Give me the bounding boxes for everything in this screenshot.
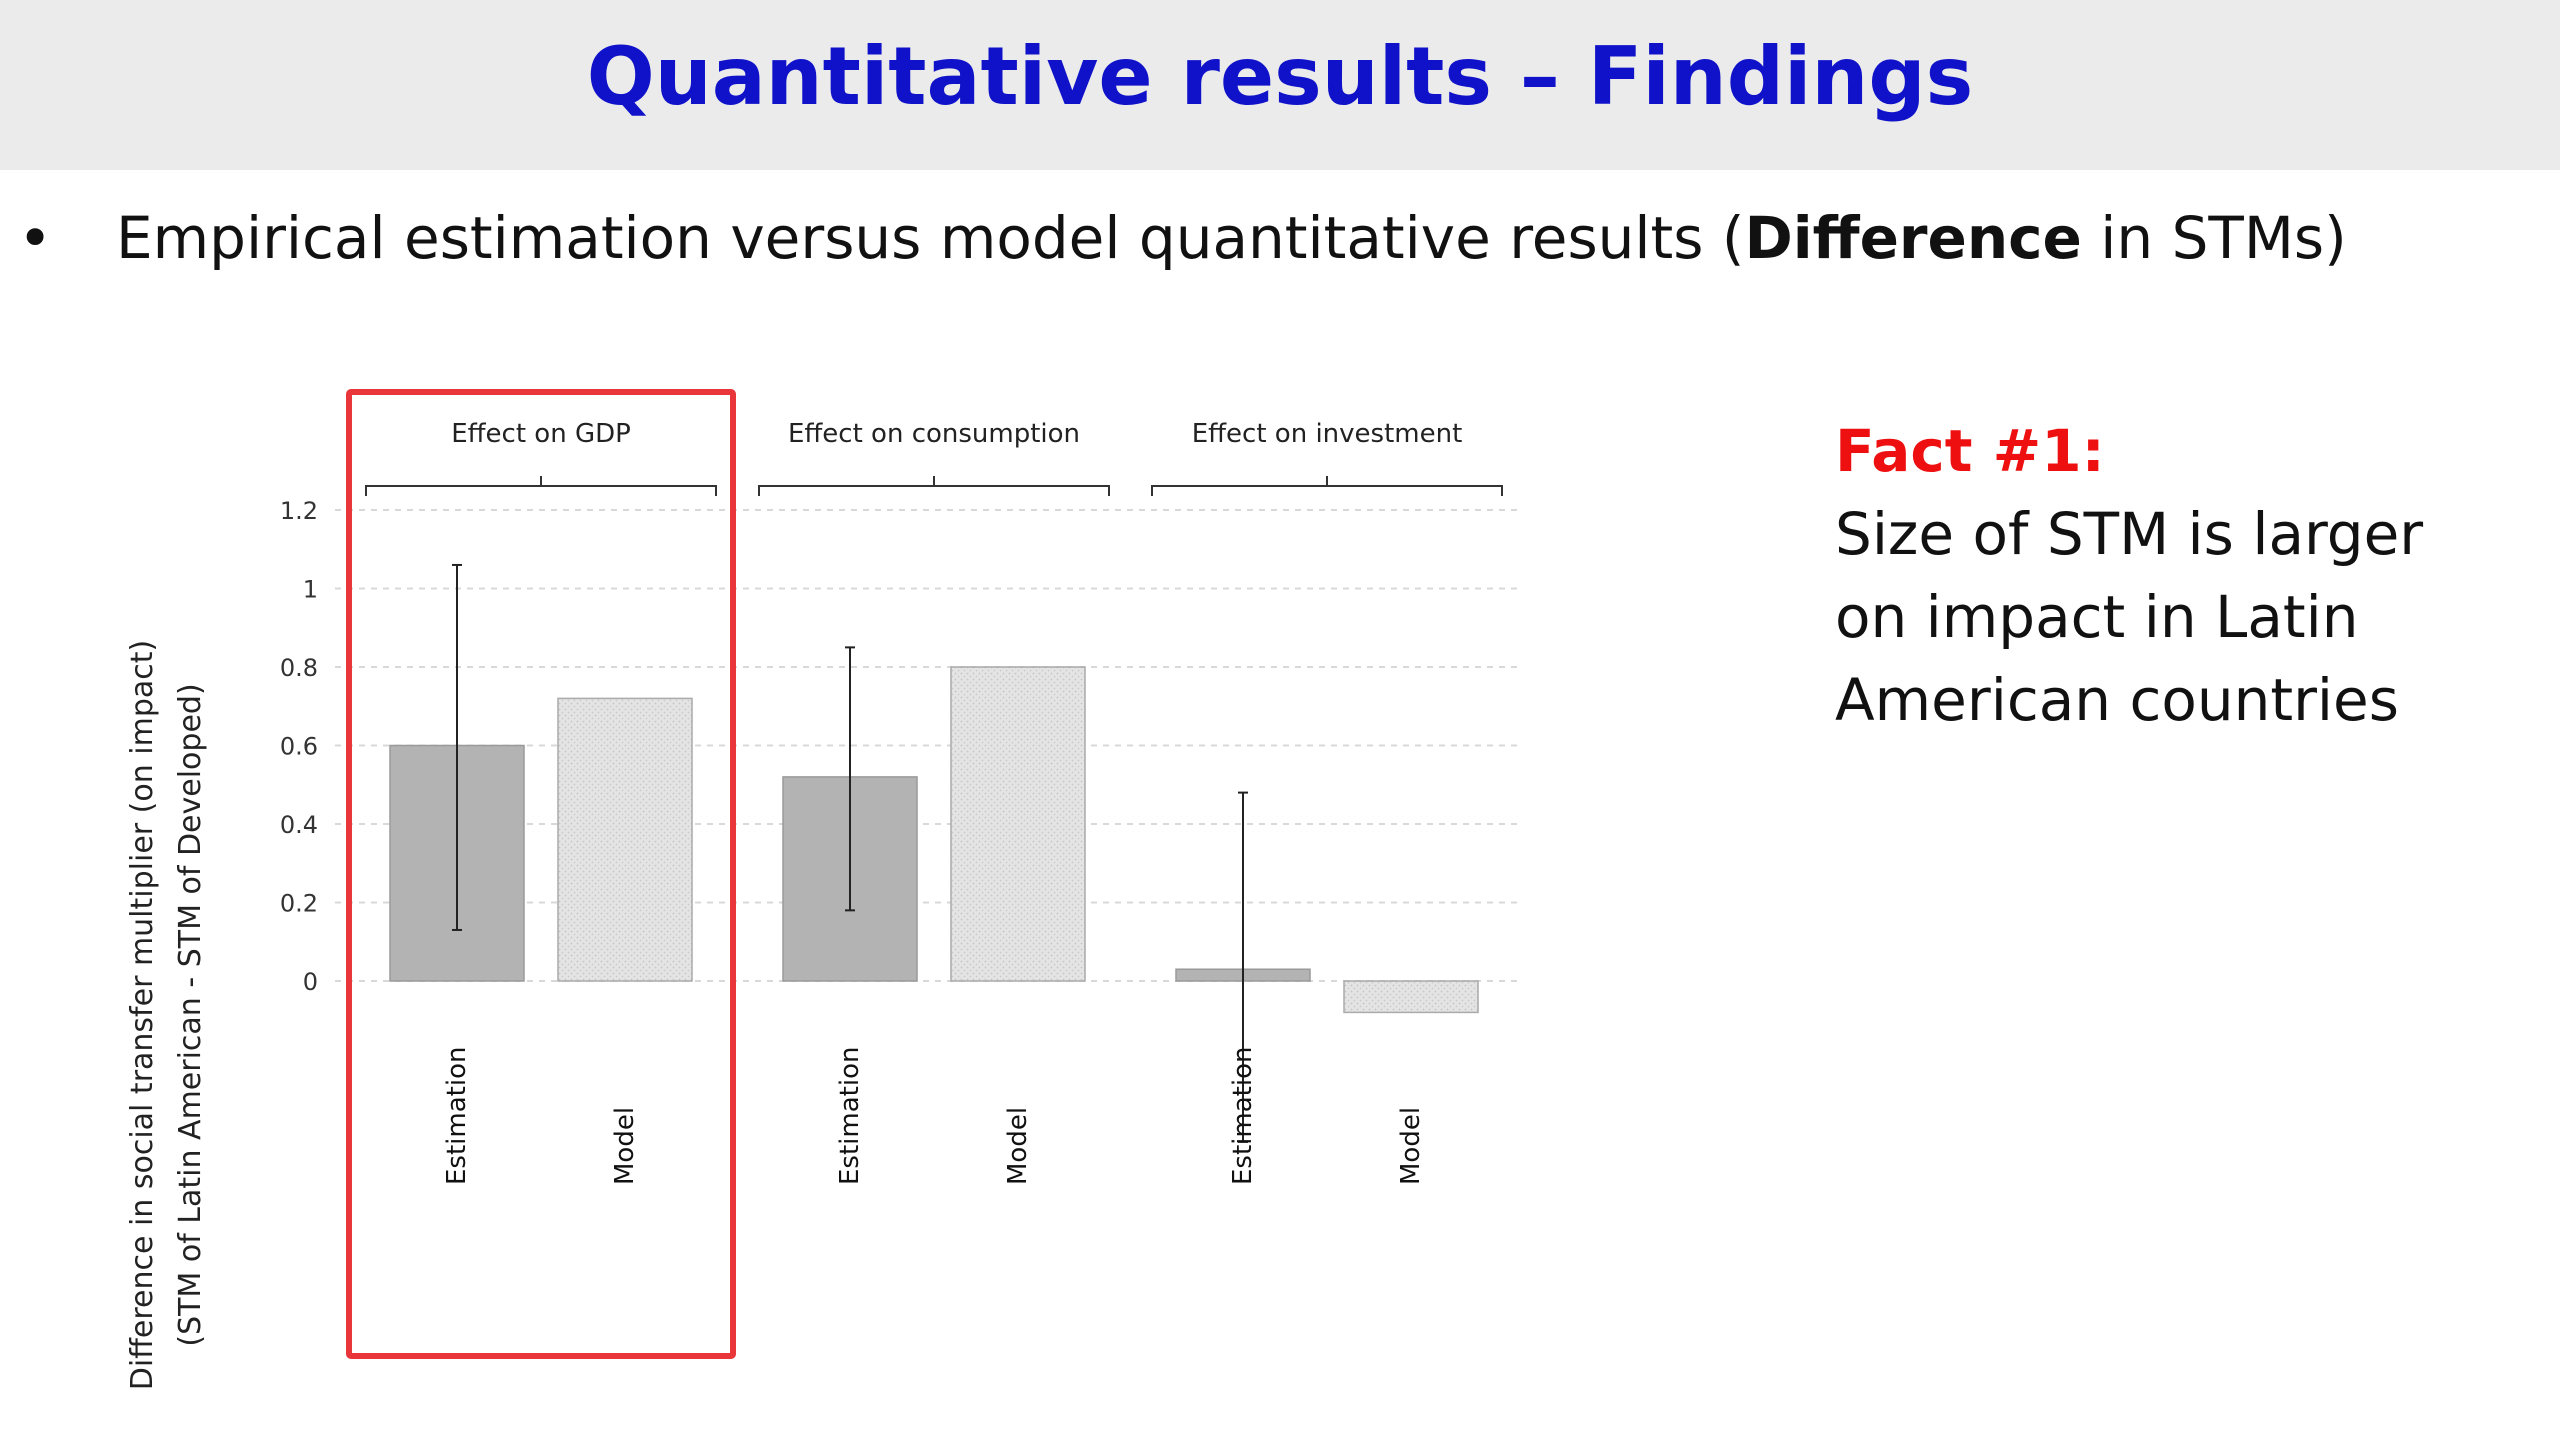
fact-box: Fact #1: Size of STM is larger on impact… <box>1835 410 2535 742</box>
bullet-text-before: Empirical estimation versus model quanti… <box>116 204 1745 272</box>
y-tick-label: 1 <box>303 576 318 604</box>
bar-model <box>1343 980 1479 1014</box>
y-axis-label-line: (STM of Latin American - STM of Develope… <box>173 683 208 1346</box>
title-bar: Quantitative results – Findings <box>0 0 2560 170</box>
category-label: Estimation <box>442 1047 472 1185</box>
y-tick-label: 0.2 <box>280 890 318 918</box>
category-label: Estimation <box>835 1047 865 1185</box>
group-label: Effect on investment <box>1192 419 1463 449</box>
category-label: Estimation <box>1228 1047 1258 1185</box>
y-axis-label: Difference in social transfer multiplier… <box>125 640 208 1390</box>
gridlines <box>335 509 1520 982</box>
group-bracket <box>365 476 717 496</box>
bullet-text-after: in STMs) <box>2081 204 2347 272</box>
group-label: Effect on GDP <box>451 419 631 449</box>
group-label: Effect on consumption <box>788 419 1080 449</box>
y-tick-label: 0.6 <box>280 733 318 761</box>
category-labels: Estimation Model Estimation Model Estimation… <box>442 1047 1426 1185</box>
category-label: Model <box>610 1107 640 1185</box>
group-labels: Effect on GDP Effect on consumption Effect… <box>365 419 1503 496</box>
highlight-box <box>346 389 736 1359</box>
category-label: Model <box>1003 1107 1033 1185</box>
y-tick-label: 0 <box>303 968 318 996</box>
bar-model <box>950 666 1086 982</box>
y-tick-labels: 0 0.2 0.4 0.6 0.8 1 1.2 <box>280 497 318 996</box>
bar-model <box>557 697 693 982</box>
group-bracket <box>758 476 1110 496</box>
slide-title: Quantitative results – Findings <box>586 30 1974 123</box>
bullet-symbol: • <box>18 204 53 272</box>
y-tick-label: 0.8 <box>280 654 318 682</box>
fact-line-3: American countries <box>1835 666 2399 734</box>
bars <box>389 563 1479 1143</box>
fact-line-2: on impact in Latin <box>1835 583 2359 651</box>
fact-line-1: Size of STM is larger <box>1835 500 2424 568</box>
y-axis-label-line: Difference in social transfer multiplier… <box>125 640 160 1390</box>
highlight-box-rect <box>346 389 736 1359</box>
y-tick-label: 0.4 <box>280 811 318 839</box>
bullet-text-bold: Difference <box>1744 204 2082 272</box>
group-bracket <box>1151 476 1503 496</box>
bullet-point: • Empirical estimation versus model quant… <box>18 204 2518 272</box>
fact-title: Fact #1: <box>1835 417 2105 485</box>
category-label: Model <box>1396 1107 1426 1185</box>
y-tick-label: 1.2 <box>280 497 318 525</box>
